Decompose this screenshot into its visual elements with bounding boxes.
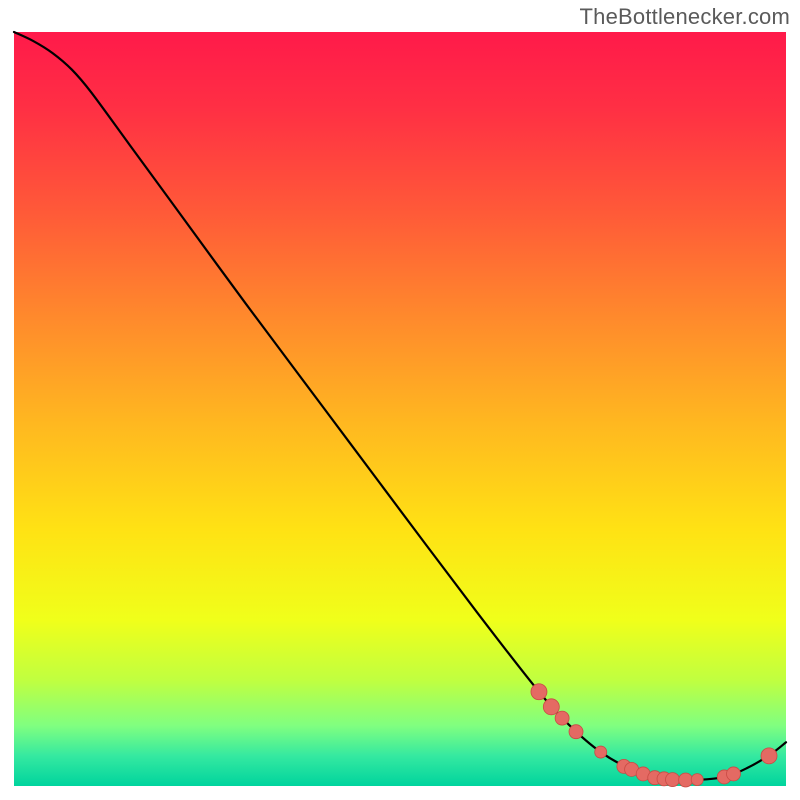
data-marker [691,774,703,786]
data-marker [531,684,547,700]
data-marker [727,767,741,781]
data-marker [555,711,569,725]
data-marker [569,725,583,739]
bottleneck-chart: TheBottlenecker.com [0,0,800,800]
data-marker [679,773,693,787]
data-marker [543,699,559,715]
chart-svg [0,0,800,800]
data-marker [595,746,607,758]
data-marker [761,748,777,764]
watermark-text: TheBottlenecker.com [580,4,790,30]
data-marker [666,773,680,787]
